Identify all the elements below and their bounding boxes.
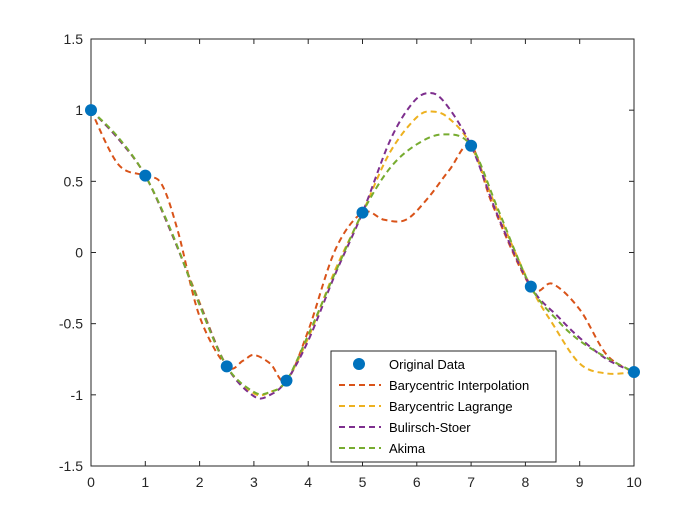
x-tick-label: 2 [196, 474, 204, 490]
original-data-point [139, 169, 152, 182]
x-tick-label: 7 [467, 474, 475, 490]
y-tick-label: 1 [75, 102, 83, 118]
x-tick-label: 5 [359, 474, 367, 490]
legend-box [330, 350, 557, 463]
x-tick-label: 6 [413, 474, 421, 490]
original-data-point [628, 366, 640, 379]
y-tick-label: 0.5 [64, 173, 84, 189]
x-tick-label: 0 [87, 474, 95, 490]
y-tick-label: -1.5 [59, 458, 83, 474]
series-line-akima [90, 109, 635, 396]
x-tick-label: 8 [522, 474, 530, 490]
legend-marker [353, 358, 365, 370]
original-data-point [524, 280, 537, 293]
x-tick-label: 1 [141, 474, 149, 490]
legend-label: Barycentric Lagrange [389, 399, 513, 414]
original-data-point [220, 360, 233, 373]
legend-label: Akima [389, 441, 426, 456]
y-axis-ticks: 1.5 1 0.5 0 -0.5 -1 -1.5 [59, 31, 634, 474]
legend: Original Data Barycentric Interpolation Ba… [330, 350, 557, 463]
legend-label: Barycentric Interpolation [389, 378, 529, 393]
original-data-point [280, 374, 293, 387]
y-tick-label: 0 [75, 245, 83, 261]
x-tick-label: 4 [304, 474, 312, 490]
series-line-barycentric-interpolation [90, 109, 635, 383]
y-tick-label: -0.5 [59, 316, 83, 332]
original-data-point [465, 139, 478, 152]
original-data-points [85, 104, 640, 387]
x-axis-ticks: 0 1 2 3 4 5 6 7 8 9 10 [87, 39, 642, 490]
legend-label: Original Data [389, 357, 466, 372]
x-tick-label: 10 [626, 474, 642, 490]
y-tick-label: -1 [71, 387, 84, 403]
x-tick-label: 3 [250, 474, 258, 490]
y-tick-label: 1.5 [64, 31, 84, 47]
original-data-point [356, 206, 369, 219]
legend-label: Bulirsch-Stoer [389, 420, 471, 435]
original-data-point [85, 104, 97, 117]
x-tick-label: 9 [576, 474, 584, 490]
